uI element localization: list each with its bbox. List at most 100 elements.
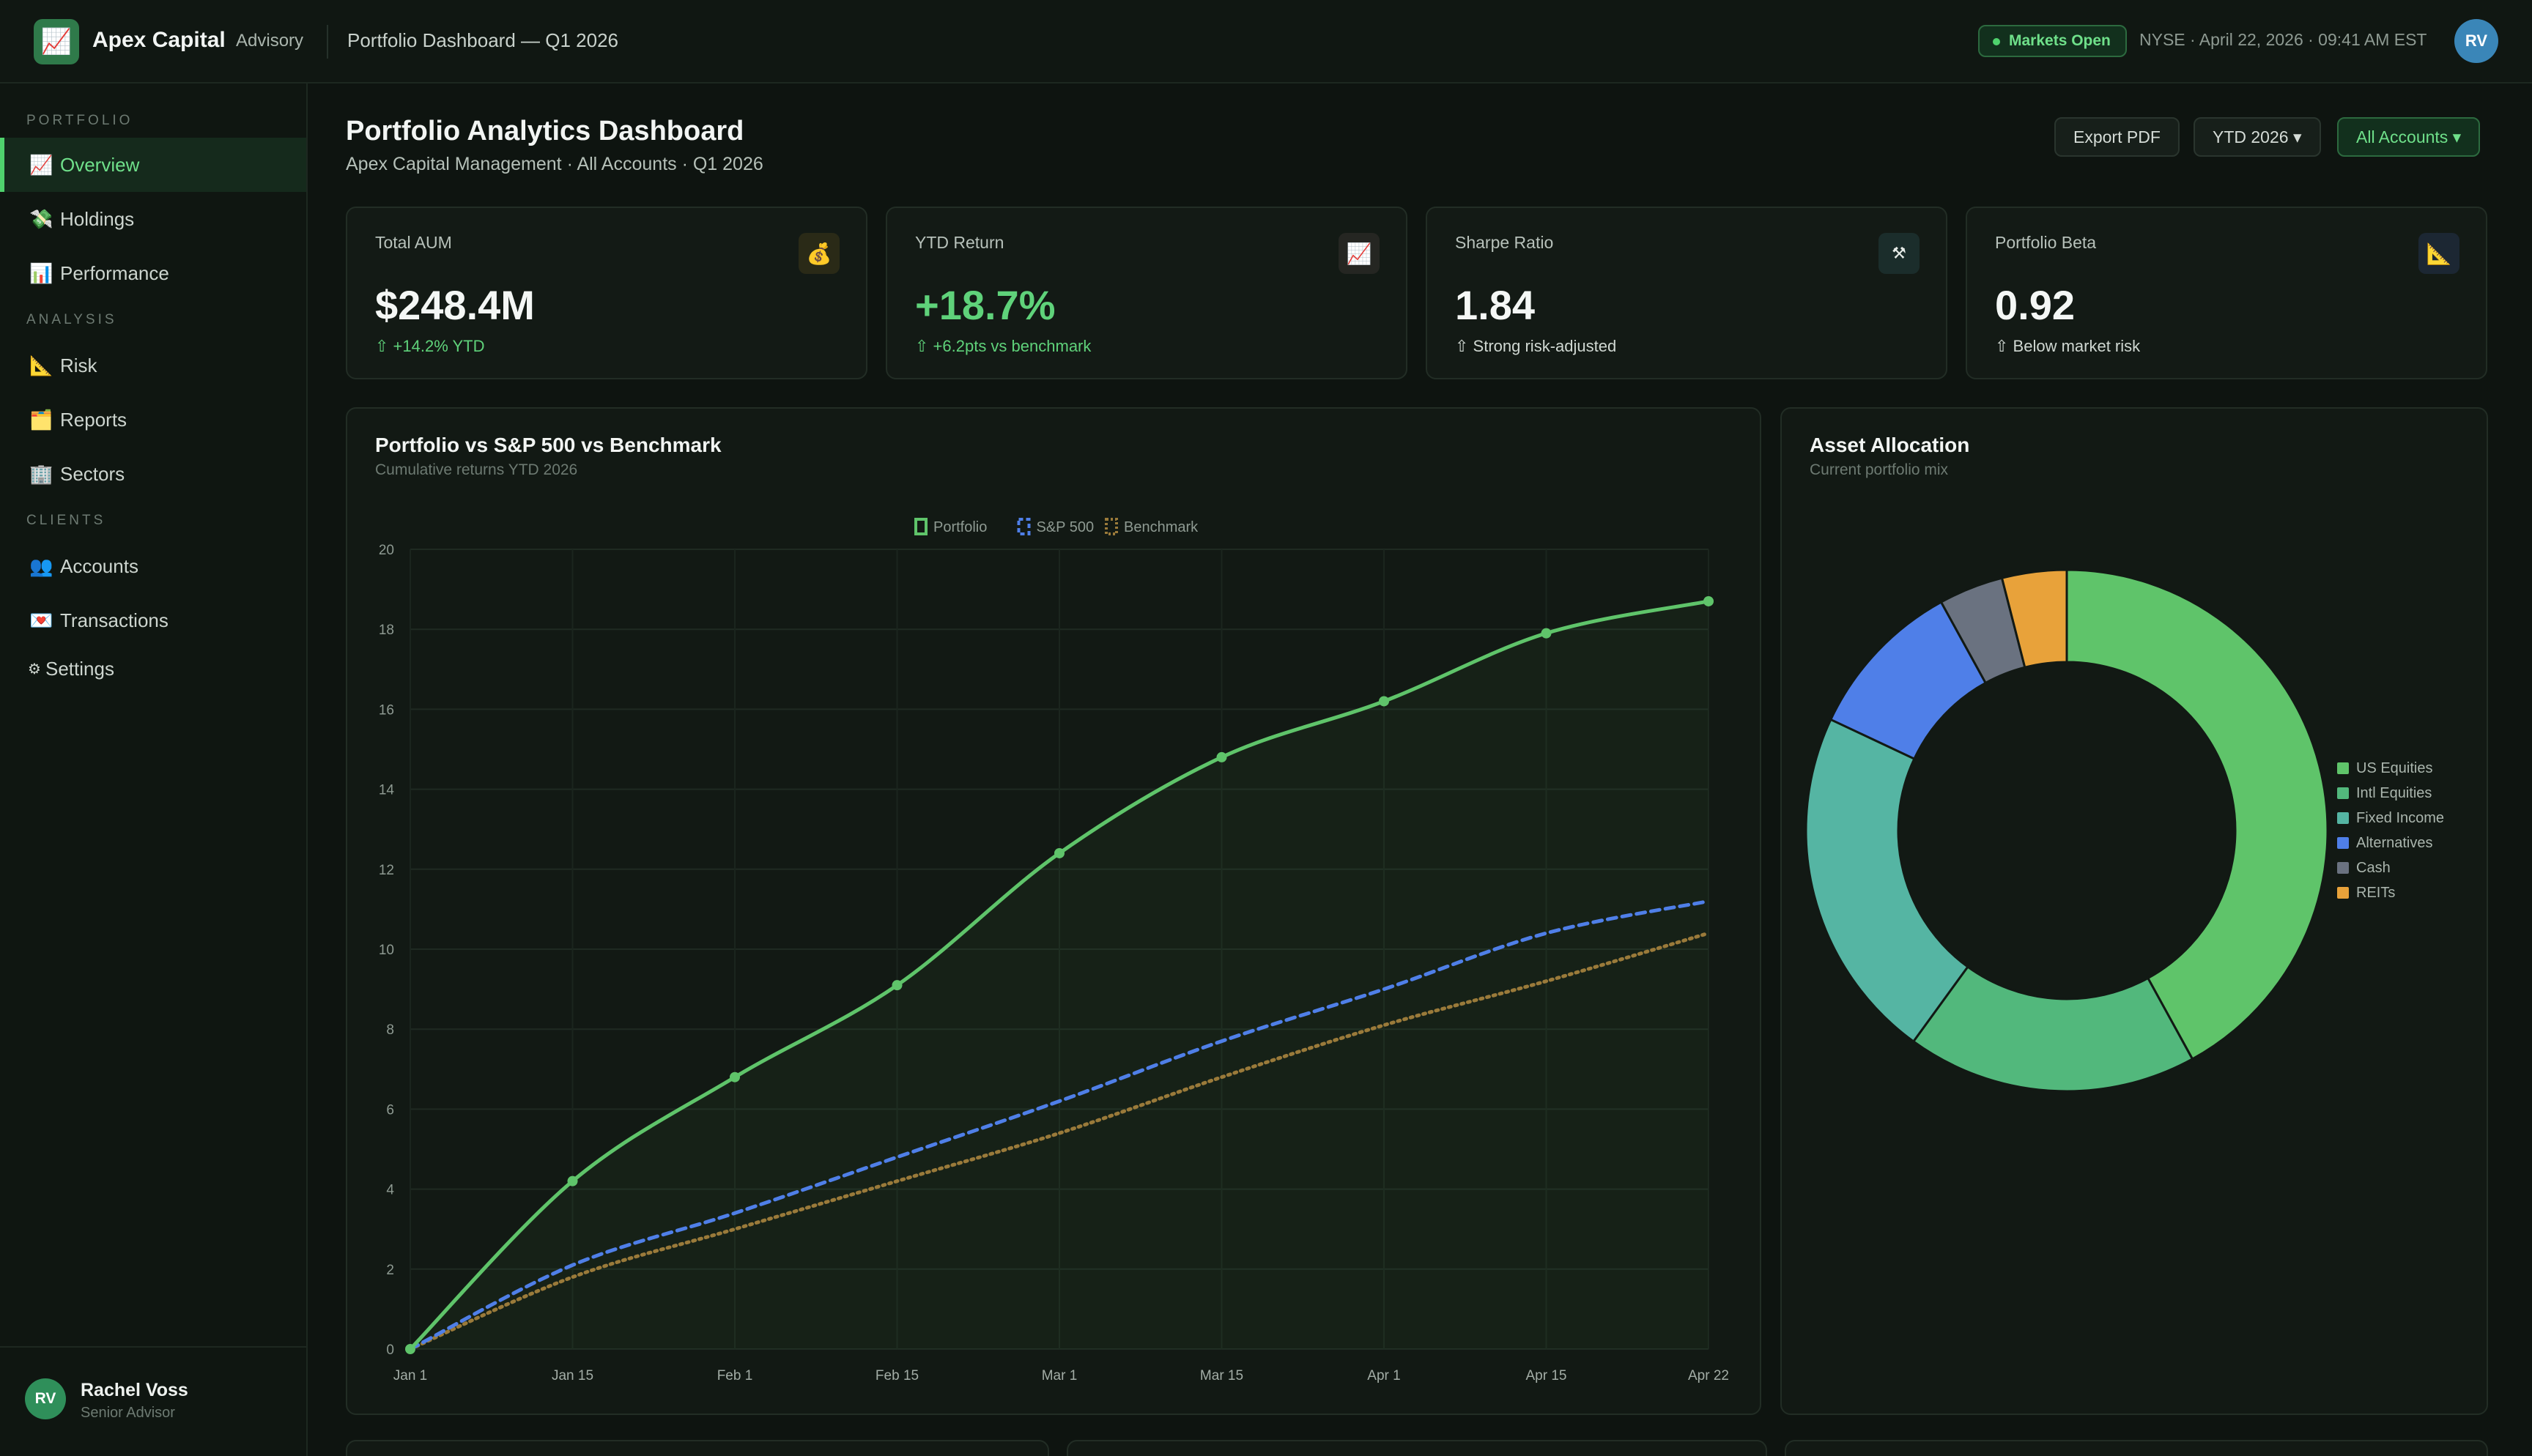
sidebar-item-label: Accounts	[60, 554, 138, 577]
status-dot-icon	[1993, 38, 2000, 45]
sidebar-item-performance[interactable]: 📊 Performance	[0, 246, 306, 300]
legend-swatch	[2337, 837, 2349, 849]
brand-name[interactable]: Apex Capital	[92, 28, 226, 52]
legend-swatch	[1105, 518, 1118, 535]
sidebar-user-card[interactable]: RV Rachel Voss Senior Advisor	[0, 1346, 306, 1456]
x-tick-label: Apr 15	[1526, 1368, 1567, 1383]
legend-label: Cash	[2356, 859, 2391, 876]
data-point[interactable]	[567, 1175, 578, 1186]
gear-icon: ⚙	[28, 661, 41, 677]
legend-label: US Equities	[2356, 759, 2433, 776]
sidebar-item-label: Transactions	[60, 609, 169, 631]
sidebar-item-settings[interactable]: ⚙ Settings	[0, 642, 306, 696]
donut-slice-us-equities[interactable]	[2065, 568, 2329, 1061]
markets-status-label: Markets Open	[2009, 32, 2111, 49]
kpi-card-portfolio-beta[interactable]: Portfolio Beta 📐 0.92 ⇧ Below market ris…	[1966, 207, 2487, 379]
data-point[interactable]	[892, 980, 903, 991]
donut-slice-fixed-income[interactable]	[1804, 718, 1969, 1044]
chart-icon: 📈	[29, 153, 53, 176]
kpi-change: ⇧ +6.2pts vs benchmark	[915, 337, 1092, 355]
bottom-panel-left	[346, 1440, 1049, 1456]
series-line-s-p-500[interactable]	[408, 899, 1711, 1351]
panel-title: Asset Allocation	[1810, 434, 1970, 456]
sidebar-item-sectors[interactable]: 🏢 Sectors	[0, 447, 306, 501]
period-select[interactable]: YTD 2026 ▾	[2194, 117, 2321, 157]
series-line-benchmark[interactable]	[408, 931, 1711, 1351]
legend-item[interactable]: REITs	[2337, 880, 2444, 905]
user-name: Rachel Voss	[81, 1380, 188, 1400]
kpi-label: Total AUM	[375, 233, 452, 252]
x-tick-label: Feb 15	[876, 1368, 919, 1383]
legend-swatch	[2337, 862, 2349, 874]
portfolio-area-fill	[410, 601, 1709, 1349]
bar-chart-icon: 📊	[29, 261, 53, 284]
legend-swatch	[2337, 812, 2349, 824]
y-tick-label: 2	[386, 1263, 394, 1278]
x-tick-label: Jan 15	[552, 1368, 593, 1383]
data-point[interactable]	[405, 1344, 415, 1354]
data-point[interactable]	[1379, 696, 1389, 707]
sidebar-item-risk[interactable]: 📐 Risk	[0, 338, 306, 393]
donut-slice-intl-equities[interactable]	[1911, 965, 2194, 1093]
ruler-icon: 📐	[29, 354, 53, 376]
envelope-icon: 💌	[29, 609, 53, 631]
sidebar-item-reports[interactable]: 🗂️ Reports	[0, 393, 306, 447]
legend-item[interactable]: Intl Equities	[2337, 781, 2444, 806]
legend-label: S&P 500	[1037, 519, 1095, 535]
bottom-panel-middle	[1067, 1440, 1767, 1456]
sidebar-item-label: Performance	[60, 261, 169, 284]
chart-increasing-icon[interactable]: 📈	[34, 19, 79, 64]
kpi-card-ytd-return[interactable]: YTD Return 📈 +18.7% ⇧ +6.2pts vs benchma…	[886, 207, 1407, 379]
triangle-ruler-icon: 📐	[2418, 233, 2459, 274]
hammer-pick-icon: ⚒	[1878, 233, 1920, 274]
legend-item[interactable]: Fixed Income	[2337, 806, 2444, 831]
data-point[interactable]	[730, 1071, 740, 1082]
markets-status-badge: Markets Open	[1978, 25, 2127, 57]
user-role: Senior Advisor	[81, 1405, 175, 1421]
export-pdf-button[interactable]: Export PDF	[2054, 117, 2180, 157]
legend-item[interactable]: Cash	[2337, 855, 2444, 880]
user-avatar[interactable]: RV	[2454, 19, 2498, 63]
sidebar-item-overview[interactable]: 📈 Overview	[0, 138, 306, 192]
x-tick-label: Feb 1	[717, 1368, 753, 1383]
kpi-card-total-aum[interactable]: Total AUM 💰 $248.4M ⇧ +14.2% YTD	[346, 207, 867, 379]
data-point[interactable]	[1054, 847, 1065, 858]
legend-swatch	[2337, 787, 2349, 799]
kpi-card-sharpe-ratio[interactable]: Sharpe Ratio ⚒ 1.84 ⇧ Strong risk-adjust…	[1426, 207, 1947, 379]
y-tick-label: 20	[379, 543, 394, 558]
y-tick-label: 4	[386, 1183, 394, 1198]
accounts-select[interactable]: All Accounts ▾	[2337, 117, 2481, 157]
returns-line-chart: 0 2 4 6 8 10 12 14 16 18 20 Jan 1 Jan 15 Feb 1 Feb 15 M…	[379, 518, 1729, 1383]
legend-swatch	[914, 518, 928, 535]
money-bag-icon: 💰	[799, 233, 840, 274]
data-point[interactable]	[1703, 595, 1714, 606]
page-subtitle: Apex Capital Management · All Accounts ·…	[346, 154, 763, 174]
kpi-change: ⇧ Below market risk	[1995, 337, 2141, 355]
sidebar-item-transactions[interactable]: 💌 Transactions	[0, 593, 306, 647]
x-tick-label: Apr 1	[1367, 1368, 1400, 1383]
kpi-label: Portfolio Beta	[1995, 233, 2097, 252]
data-point[interactable]	[1216, 751, 1227, 762]
y-tick-label: 16	[379, 702, 394, 718]
topbar-title: Portfolio Dashboard — Q1 2026	[347, 29, 618, 51]
data-point[interactable]	[1541, 628, 1552, 639]
legend-item[interactable]: Alternatives	[2337, 831, 2444, 855]
allocation-donut-chart	[1804, 568, 2329, 1093]
legend-label: Portfolio	[933, 519, 987, 535]
sidebar-item-holdings[interactable]: 💸 Holdings	[0, 192, 306, 246]
allocation-chart-panel: Asset Allocation Current portfolio mix U…	[1780, 407, 2488, 1415]
kpi-value: $248.4M	[375, 282, 535, 328]
top-bar: 📈 Apex Capital Advisory Portfolio Dashbo…	[0, 0, 2532, 83]
sidebar-item-label: Settings	[45, 657, 114, 680]
legend-item[interactable]: US Equities	[2337, 756, 2444, 781]
kpi-value: 1.84	[1455, 282, 1535, 328]
nav-section-analysis: ANALYSIS	[26, 312, 117, 327]
legend-label: Intl Equities	[2356, 784, 2432, 801]
series-line-portfolio[interactable]	[408, 599, 1711, 1351]
donut-slice-reits[interactable]	[2000, 568, 2068, 669]
market-time: NYSE · April 22, 2026 · 09:41 AM EST	[2139, 30, 2427, 49]
kpi-label: YTD Return	[915, 233, 1004, 252]
x-tick-label: Apr 22	[1688, 1368, 1729, 1383]
legend-label: REITs	[2356, 884, 2396, 901]
sidebar-item-accounts[interactable]: 👥 Accounts	[0, 539, 306, 593]
